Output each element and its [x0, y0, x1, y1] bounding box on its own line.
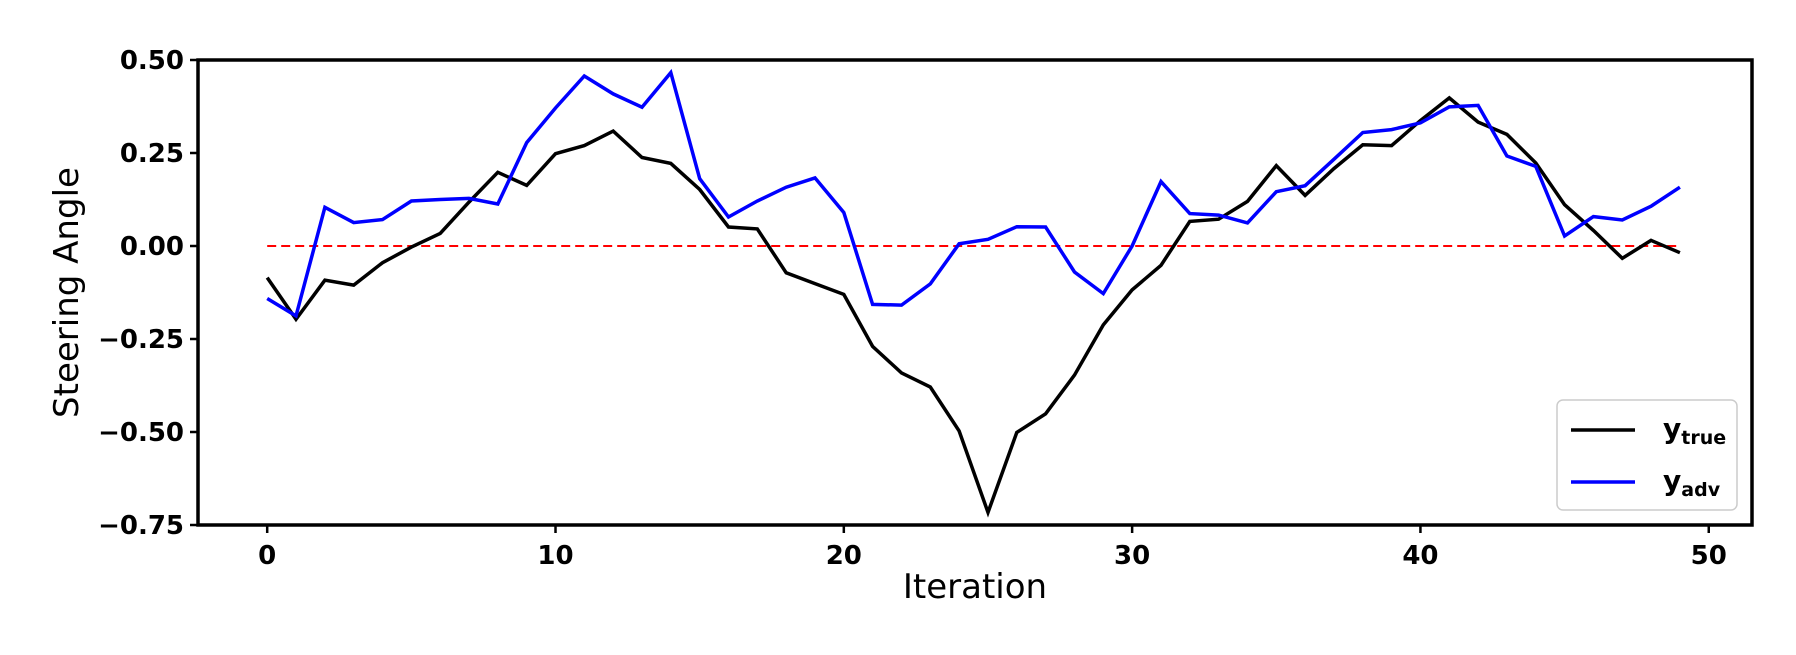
series-y-adv [266, 68, 1681, 319]
x-tick-label: 10 [537, 541, 573, 571]
legend-label: ytrue [1663, 412, 1726, 449]
y-tick-label: 0.00 [120, 232, 184, 262]
y-tick-label: −0.50 [98, 418, 184, 448]
x-tick-label: 30 [1114, 541, 1150, 571]
series-y-true [265, 95, 1681, 518]
series-line [265, 95, 1681, 518]
legend: ytrue yadv [1556, 399, 1738, 511]
y-tick-label: 0.25 [120, 139, 184, 169]
legend-item-y-true: ytrue [1571, 412, 1726, 449]
legend-item-y-adv: yadv [1571, 464, 1721, 501]
legend-label: yadv [1663, 464, 1721, 501]
x-tick-label: 50 [1691, 541, 1727, 571]
y-tick-label: −0.25 [98, 325, 184, 355]
y-tick-label: −0.75 [98, 511, 184, 541]
x-tick-label: 20 [826, 541, 862, 571]
y-tick-label: 0.50 [120, 46, 184, 76]
y-axis-label: Steering Angle [47, 167, 87, 418]
x-axis-ticks: 0 10 20 30 40 50 [258, 525, 1727, 571]
series-line [266, 68, 1681, 319]
x-tick-label: 0 [258, 541, 276, 571]
x-tick-label: 40 [1402, 541, 1438, 571]
x-axis-label: Iteration [903, 567, 1047, 607]
plot-frame [196, 58, 1754, 527]
y-axis-ticks: −0.75 −0.50 −0.25 0.00 0.25 0.50 [98, 46, 198, 541]
series-layer [265, 68, 1681, 518]
